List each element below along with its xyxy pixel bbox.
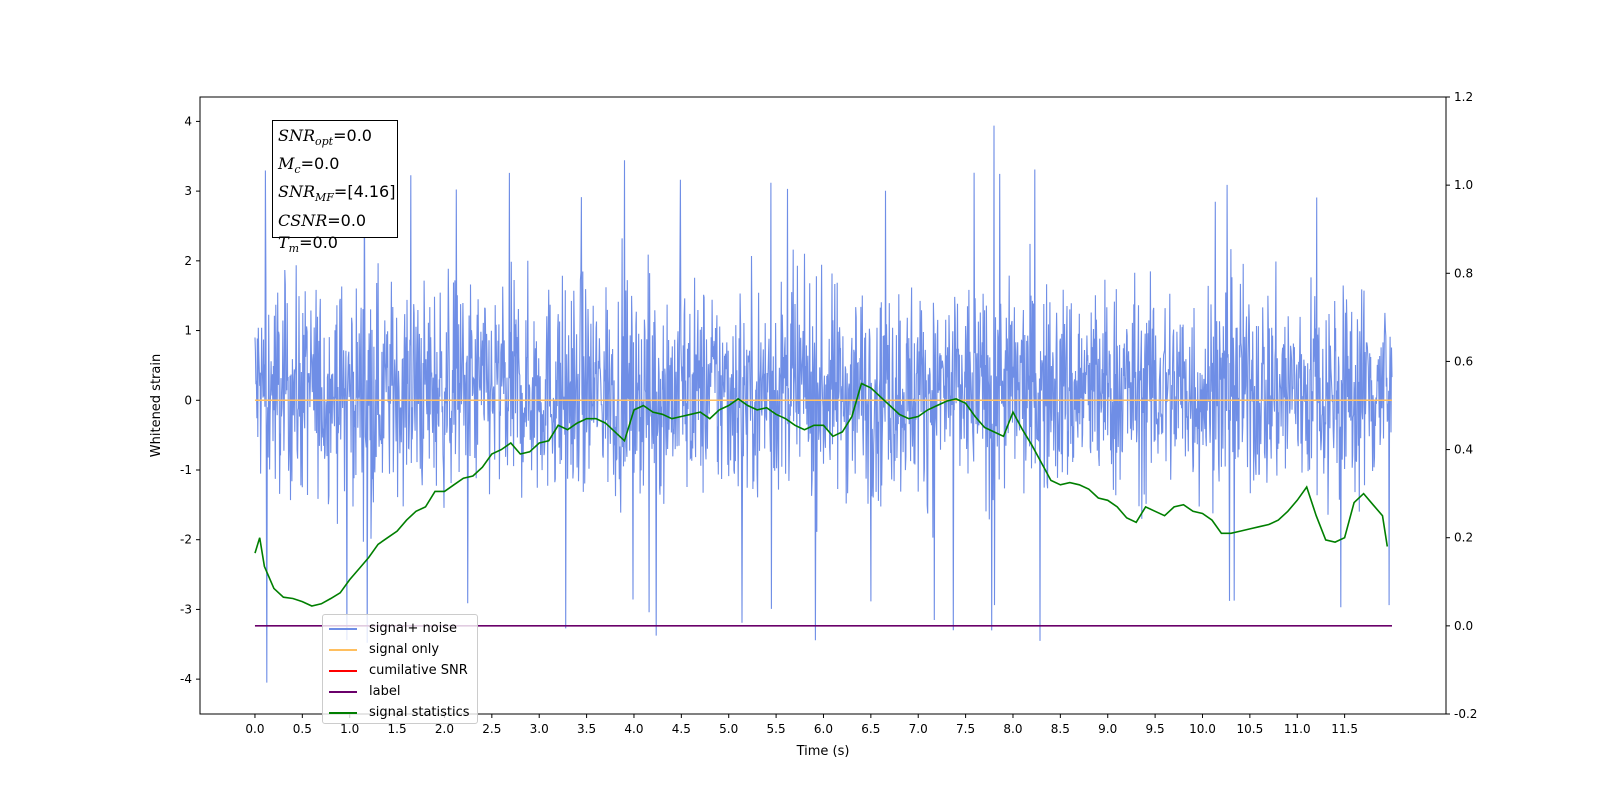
x-tick-label: 9.5 <box>1146 722 1165 736</box>
stat-line: Mc=0.0 <box>278 153 392 181</box>
y2-tick-label: 0.0 <box>1454 619 1473 633</box>
y-tick-label: -1 <box>180 463 192 477</box>
y-tick-label: -3 <box>180 602 192 616</box>
x-axis-label: Time (s) <box>796 744 850 759</box>
legend-label: cumilative SNR <box>369 663 468 678</box>
y-axis-ticks: -4 -3 -2 -1 0 1 2 3 4 <box>180 114 200 686</box>
y-tick-label: 1 <box>184 324 192 338</box>
y-axis-label: Whitened strain <box>149 354 164 457</box>
stat-value: =0.0 <box>327 210 367 230</box>
stat-subscript: MF <box>315 191 334 205</box>
x-tick-label: 8.5 <box>1051 722 1070 736</box>
x-tick-label: 9.0 <box>1098 722 1117 736</box>
x-tick-label: 0.0 <box>245 722 264 736</box>
x-tick-label: 10.0 <box>1189 722 1216 736</box>
x-tick-label: 7.5 <box>956 722 975 736</box>
y2-tick-label: 0.6 <box>1454 354 1473 368</box>
x-tick-label: 5.0 <box>719 722 738 736</box>
x-tick-label: 8.0 <box>1003 722 1022 736</box>
y2-tick-label: 0.4 <box>1454 443 1473 457</box>
stat-value: =0.0 <box>300 154 340 174</box>
signal-noise-line <box>254 125 1393 683</box>
x-tick-label: 0.5 <box>293 722 312 736</box>
legend-swatch <box>329 627 357 630</box>
y2-tick-label: 0.8 <box>1454 266 1473 280</box>
stat-value: =0.0 <box>333 126 372 145</box>
legend-swatch <box>329 669 357 672</box>
stat-value: =0.0 <box>299 232 338 252</box>
stat-subscript: m <box>288 241 300 255</box>
legend-swatch <box>329 690 357 693</box>
y2-axis-ticks: -0.2 0.0 0.2 0.4 0.6 0.8 1.0 1.2 <box>1446 90 1477 721</box>
stat-symbol: CSNR <box>278 210 328 230</box>
stat-line: SNRMF=[4.16] <box>278 181 395 209</box>
stat-symbol: T <box>278 232 289 252</box>
x-tick-label: 2.0 <box>435 722 454 736</box>
y2-tick-label: 1.2 <box>1454 90 1473 104</box>
y2-tick-label: 0.2 <box>1454 531 1473 545</box>
x-tick-label: 1.5 <box>388 722 407 736</box>
x-tick-label: 3.0 <box>530 722 549 736</box>
x-tick-label: 11.5 <box>1331 722 1358 736</box>
y-tick-label: 4 <box>184 114 192 128</box>
legend-item: label <box>329 681 471 702</box>
legend-label: signal+ noise <box>369 621 458 636</box>
x-tick-label: 3.5 <box>577 722 596 736</box>
stat-line: CSNR=0.0 <box>278 210 392 232</box>
stat-symbol: SNR <box>278 126 316 145</box>
stat-line: SNRopt=0.0 <box>278 125 392 153</box>
stat-symbol: M <box>278 154 295 174</box>
stat-line: Tm=0.0 <box>278 232 392 260</box>
stat-subscript: c <box>294 163 301 177</box>
legend: signal+ noise signal only cumilative SNR la… <box>322 614 478 724</box>
x-tick-label: 5.5 <box>767 722 786 736</box>
signal-statistics-series <box>254 382 1389 607</box>
legend-item: signal only <box>329 639 471 660</box>
x-tick-label: 4.0 <box>624 722 643 736</box>
stats-annotation-box: SNRopt=0.0 Mc=0.0 SNRMF=[4.16] CSNR=0.0 Tm=0… <box>272 120 398 255</box>
legend-item: cumilative SNR <box>329 660 471 681</box>
x-tick-label: 7.0 <box>909 722 928 736</box>
x-tick-label: 6.5 <box>861 722 880 736</box>
legend-swatch <box>329 711 357 714</box>
legend-item: signal+ noise <box>329 618 471 639</box>
x-tick-label: 1.0 <box>340 722 359 736</box>
signal-noise-series <box>254 125 1393 683</box>
y2-tick-label: 1.0 <box>1454 178 1473 192</box>
legend-label: label <box>369 684 401 699</box>
x-axis-ticks: 0.0 0.5 1.0 1.5 2.0 2.5 3.0 3.5 4.0 4.5 5.0 5.5 6.0 6… <box>245 714 1358 736</box>
y-tick-label: 2 <box>184 254 192 268</box>
y-tick-label: -4 <box>180 672 192 686</box>
y-tick-label: -2 <box>180 533 192 547</box>
legend-label: signal only <box>369 642 440 657</box>
x-tick-label: 10.5 <box>1237 722 1264 736</box>
x-tick-label: 6.0 <box>814 722 833 736</box>
y-tick-label: 3 <box>184 184 192 198</box>
x-tick-label: 4.5 <box>672 722 691 736</box>
stat-subscript: opt <box>315 135 334 149</box>
x-tick-label: 2.5 <box>482 722 501 736</box>
y2-tick-label: -0.2 <box>1454 707 1477 721</box>
legend-swatch <box>329 648 357 651</box>
legend-label: signal statistics <box>369 705 470 720</box>
x-tick-label: 11.0 <box>1284 722 1311 736</box>
legend-item: signal statistics <box>329 702 471 723</box>
y-tick-label: 0 <box>184 393 192 407</box>
stat-symbol: SNR <box>278 182 316 202</box>
stat-value: =[4.16] <box>333 182 396 202</box>
